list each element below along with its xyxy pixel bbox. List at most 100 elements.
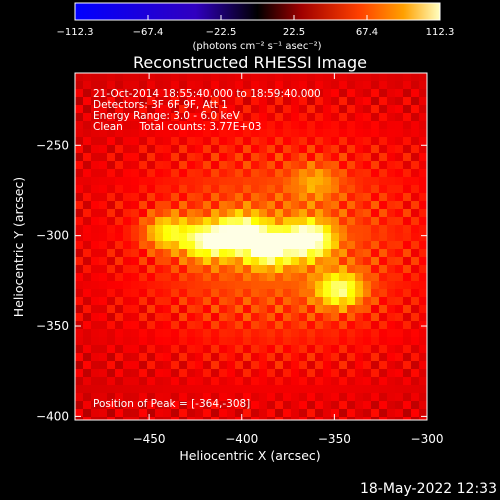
heatmap-cell	[83, 257, 92, 266]
heatmap-cell	[411, 217, 420, 226]
heatmap-cell	[243, 225, 252, 234]
heatmap-cell	[219, 73, 228, 82]
heatmap-cell	[147, 273, 156, 282]
heatmap-cell	[331, 113, 340, 122]
heatmap-cell	[75, 225, 84, 234]
heatmap-cell	[75, 265, 84, 274]
heatmap-cell	[83, 409, 92, 418]
heatmap-cell	[411, 185, 420, 194]
heatmap-cell	[227, 209, 236, 218]
heatmap-cell	[163, 289, 172, 298]
heatmap-cell	[315, 305, 324, 314]
heatmap-cell	[179, 201, 188, 210]
heatmap-cell	[147, 385, 156, 394]
heatmap-cell	[235, 385, 244, 394]
heatmap-cell	[355, 217, 364, 226]
heatmap-cell	[147, 329, 156, 338]
heatmap-cell	[155, 417, 164, 420]
heatmap-cell	[171, 409, 180, 418]
heatmap-cell	[235, 401, 244, 410]
heatmap-cell	[107, 137, 116, 146]
heatmap-cell	[371, 249, 380, 258]
heatmap-cell	[227, 225, 236, 234]
heatmap-cell	[171, 217, 180, 226]
heatmap-cell	[243, 97, 252, 106]
heatmap-cell	[163, 321, 172, 330]
heatmap-cell	[235, 233, 244, 242]
heatmap-cell	[123, 313, 132, 322]
heatmap-cell	[155, 137, 164, 146]
heatmap-cell	[395, 257, 404, 266]
heatmap-cell	[219, 257, 228, 266]
heatmap-cell	[403, 201, 412, 210]
heatmap-cell	[291, 249, 300, 258]
heatmap-cell	[331, 145, 340, 154]
heatmap-cell	[371, 161, 380, 170]
heatmap-cell	[419, 161, 427, 170]
heatmap-cell	[259, 73, 268, 82]
heatmap-cell	[75, 241, 84, 250]
heatmap-cell	[395, 137, 404, 146]
heatmap-cell	[163, 97, 172, 106]
heatmap-cell	[75, 193, 84, 202]
heatmap-cell	[347, 177, 356, 186]
heatmap-cell	[363, 385, 372, 394]
heatmap-cell	[211, 81, 220, 90]
heatmap-cell	[83, 169, 92, 178]
heatmap-cell	[323, 401, 332, 410]
heatmap-cell	[155, 305, 164, 314]
heatmap-cell	[155, 313, 164, 322]
heatmap-cell	[315, 129, 324, 138]
heatmap-cell	[251, 417, 260, 420]
heatmap-cell	[195, 353, 204, 362]
heatmap-cell	[243, 201, 252, 210]
colorbar-tick-label: 67.4	[356, 27, 378, 38]
heatmap-cell	[291, 337, 300, 346]
heatmap-cell	[179, 137, 188, 146]
heatmap-cell	[331, 305, 340, 314]
heatmap-cell	[131, 393, 140, 402]
heatmap-cell	[379, 337, 388, 346]
heatmap-cell	[323, 225, 332, 234]
heatmap-cell	[355, 105, 364, 114]
heatmap-cell	[123, 185, 132, 194]
heatmap-cell	[203, 297, 212, 306]
x-tick-label: −400	[225, 432, 258, 446]
heatmap-cell	[227, 89, 236, 98]
heatmap-cell	[411, 177, 420, 186]
heatmap-cell	[411, 257, 420, 266]
heatmap-cell	[323, 289, 332, 298]
heatmap-cell	[155, 393, 164, 402]
heatmap-cell	[227, 113, 236, 122]
heatmap-cell	[195, 289, 204, 298]
heatmap-cell	[379, 137, 388, 146]
heatmap-cell	[83, 321, 92, 330]
heatmap-cell	[107, 321, 116, 330]
heatmap-cell	[283, 169, 292, 178]
heatmap-cell	[195, 345, 204, 354]
heatmap-cell	[371, 361, 380, 370]
heatmap-cell	[155, 113, 164, 122]
heatmap-cell	[379, 297, 388, 306]
heatmap-cell	[299, 249, 308, 258]
heatmap-cell	[371, 257, 380, 266]
heatmap-cell	[371, 329, 380, 338]
heatmap-cell	[83, 201, 92, 210]
heatmap-cell	[339, 353, 348, 362]
heatmap-cell	[331, 241, 340, 250]
heatmap-cell	[283, 417, 292, 420]
heatmap-cell	[179, 409, 188, 418]
heatmap-cell	[331, 73, 340, 82]
heatmap-cell	[355, 305, 364, 314]
heatmap-cell	[411, 89, 420, 98]
heatmap-cell	[83, 305, 92, 314]
heatmap-cell	[315, 241, 324, 250]
heatmap-cell	[75, 129, 84, 138]
heatmap-cell	[243, 113, 252, 122]
heatmap-cell	[227, 177, 236, 186]
heatmap-cell	[195, 361, 204, 370]
heatmap-cell	[171, 185, 180, 194]
heatmap-cell	[251, 321, 260, 330]
heatmap-cell	[179, 89, 188, 98]
heatmap-cell	[179, 113, 188, 122]
